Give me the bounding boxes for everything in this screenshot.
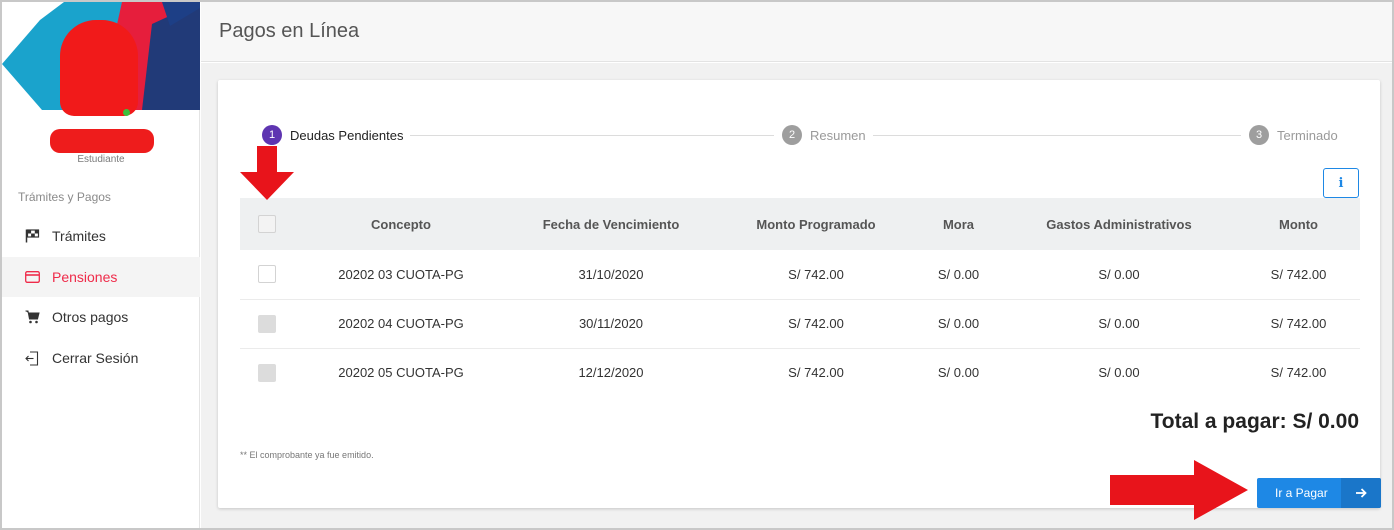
cell-concepto: 20202 05 CUOTA-PG xyxy=(338,365,464,381)
step-connector xyxy=(410,135,774,136)
cell-mora: S/ 0.00 xyxy=(937,316,980,331)
cell-gastos: S/ 0.00 xyxy=(1098,266,1140,282)
user-role: Estudiante xyxy=(77,154,125,165)
table-header-row: Concepto Fecha de Vencimiento Monto Prog… xyxy=(240,198,1360,250)
flag-icon xyxy=(24,228,40,244)
column-header: Monto Programado xyxy=(756,216,876,232)
ir-a-pagar-button[interactable]: Ir a Pagar xyxy=(1257,478,1381,508)
cell-monto-programado: S/ 742.00 xyxy=(788,266,844,282)
debts-table: Concepto Fecha de Vencimiento Monto Prog… xyxy=(240,198,1360,397)
step-terminado[interactable]: 3 Terminado xyxy=(1249,125,1338,145)
sidebar-item-tramites[interactable]: Trámites xyxy=(2,216,200,256)
table-row: 20202 05 CUOTA-PG 12/12/2020 S/ 742.00 S… xyxy=(240,348,1360,397)
payment-card: 1 Deudas Pendientes 2 Resumen 3 Terminad… xyxy=(218,80,1381,508)
user-name-redacted xyxy=(50,129,154,153)
sidebar-item-label: Cerrar Sesión xyxy=(52,350,139,366)
row-checkbox xyxy=(258,363,276,382)
credit-card-icon xyxy=(24,269,40,285)
cell-monto: S/ 742.00 xyxy=(1270,365,1327,381)
page-title: Pagos en Línea xyxy=(219,20,360,42)
info-button[interactable]: i xyxy=(1323,168,1359,198)
column-header: Concepto xyxy=(371,216,431,232)
sidebar-item-label: Pensiones xyxy=(52,269,118,285)
cell-mora: S/ 0.00 xyxy=(937,365,980,381)
cell-monto: S/ 742.00 xyxy=(1270,316,1327,331)
step-resumen[interactable]: 2 Resumen xyxy=(782,125,866,145)
table-row: 20202 03 CUOTA-PG 31/10/2020 S/ 742.00 S… xyxy=(240,250,1360,299)
column-header: Mora xyxy=(942,216,975,232)
column-header: Fecha de Vencimiento xyxy=(542,216,680,232)
cell-mora: S/ 0.00 xyxy=(937,266,980,282)
online-status-icon xyxy=(123,109,130,116)
sidebar-item-otros-pagos[interactable]: Otros pagos xyxy=(2,297,200,337)
total-amount: Total a pagar: S/ 0.00 xyxy=(1150,410,1359,433)
sidebar-item-label: Otros pagos xyxy=(52,309,129,325)
cell-gastos: S/ 0.00 xyxy=(1098,316,1140,331)
cell-gastos: S/ 0.00 xyxy=(1098,365,1140,381)
sidebar: Estudiante Trámites y Pagos Trámites Pen… xyxy=(2,2,200,528)
cell-concepto: 20202 03 CUOTA-PG xyxy=(338,266,464,282)
step-deudas-pendientes[interactable]: 1 Deudas Pendientes xyxy=(262,125,403,145)
cell-concepto: 20202 04 CUOTA-PG xyxy=(338,316,464,331)
arrow-right-icon xyxy=(1341,478,1381,508)
table-row: 20202 04 CUOTA-PG 30/11/2020 S/ 742.00 S… xyxy=(240,299,1360,348)
cell-monto-programado: S/ 742.00 xyxy=(788,316,844,331)
step-number: 2 xyxy=(782,125,802,145)
sidebar-item-cerrar-sesion[interactable]: Cerrar Sesión xyxy=(2,338,200,378)
cell-fecha: 30/11/2020 xyxy=(578,316,644,331)
step-label: Deudas Pendientes xyxy=(290,127,404,143)
select-all-checkbox[interactable] xyxy=(258,215,276,233)
footnote: ** El comprobante ya fue emitido. xyxy=(240,450,374,460)
step-number: 3 xyxy=(1249,125,1269,145)
cell-monto-programado: S/ 742.00 xyxy=(788,365,844,381)
sidebar-item-label: Trámites xyxy=(52,228,106,244)
step-label: Terminado xyxy=(1277,127,1338,143)
select-all-cell xyxy=(240,198,296,250)
row-checkbox xyxy=(258,314,276,333)
step-number: 1 xyxy=(262,125,282,145)
nav-section-label: Trámites y Pagos xyxy=(18,190,111,204)
cart-icon xyxy=(24,309,40,325)
cell-monto: S/ 742.00 xyxy=(1270,266,1327,282)
column-header: Gastos Administrativos xyxy=(1046,216,1192,232)
cell-fecha: 31/10/2020 xyxy=(578,266,644,282)
column-header: Monto xyxy=(1279,216,1318,232)
pay-button-label: Ir a Pagar xyxy=(1275,486,1328,500)
page-header: Pagos en Línea xyxy=(201,2,1392,62)
sidebar-item-pensiones[interactable]: Pensiones xyxy=(2,257,200,297)
logout-icon xyxy=(24,350,40,366)
cell-fecha: 12/12/2020 xyxy=(578,365,644,381)
avatar xyxy=(60,20,138,116)
step-connector xyxy=(873,135,1241,136)
step-label: Resumen xyxy=(810,127,866,143)
row-checkbox[interactable] xyxy=(258,265,276,284)
